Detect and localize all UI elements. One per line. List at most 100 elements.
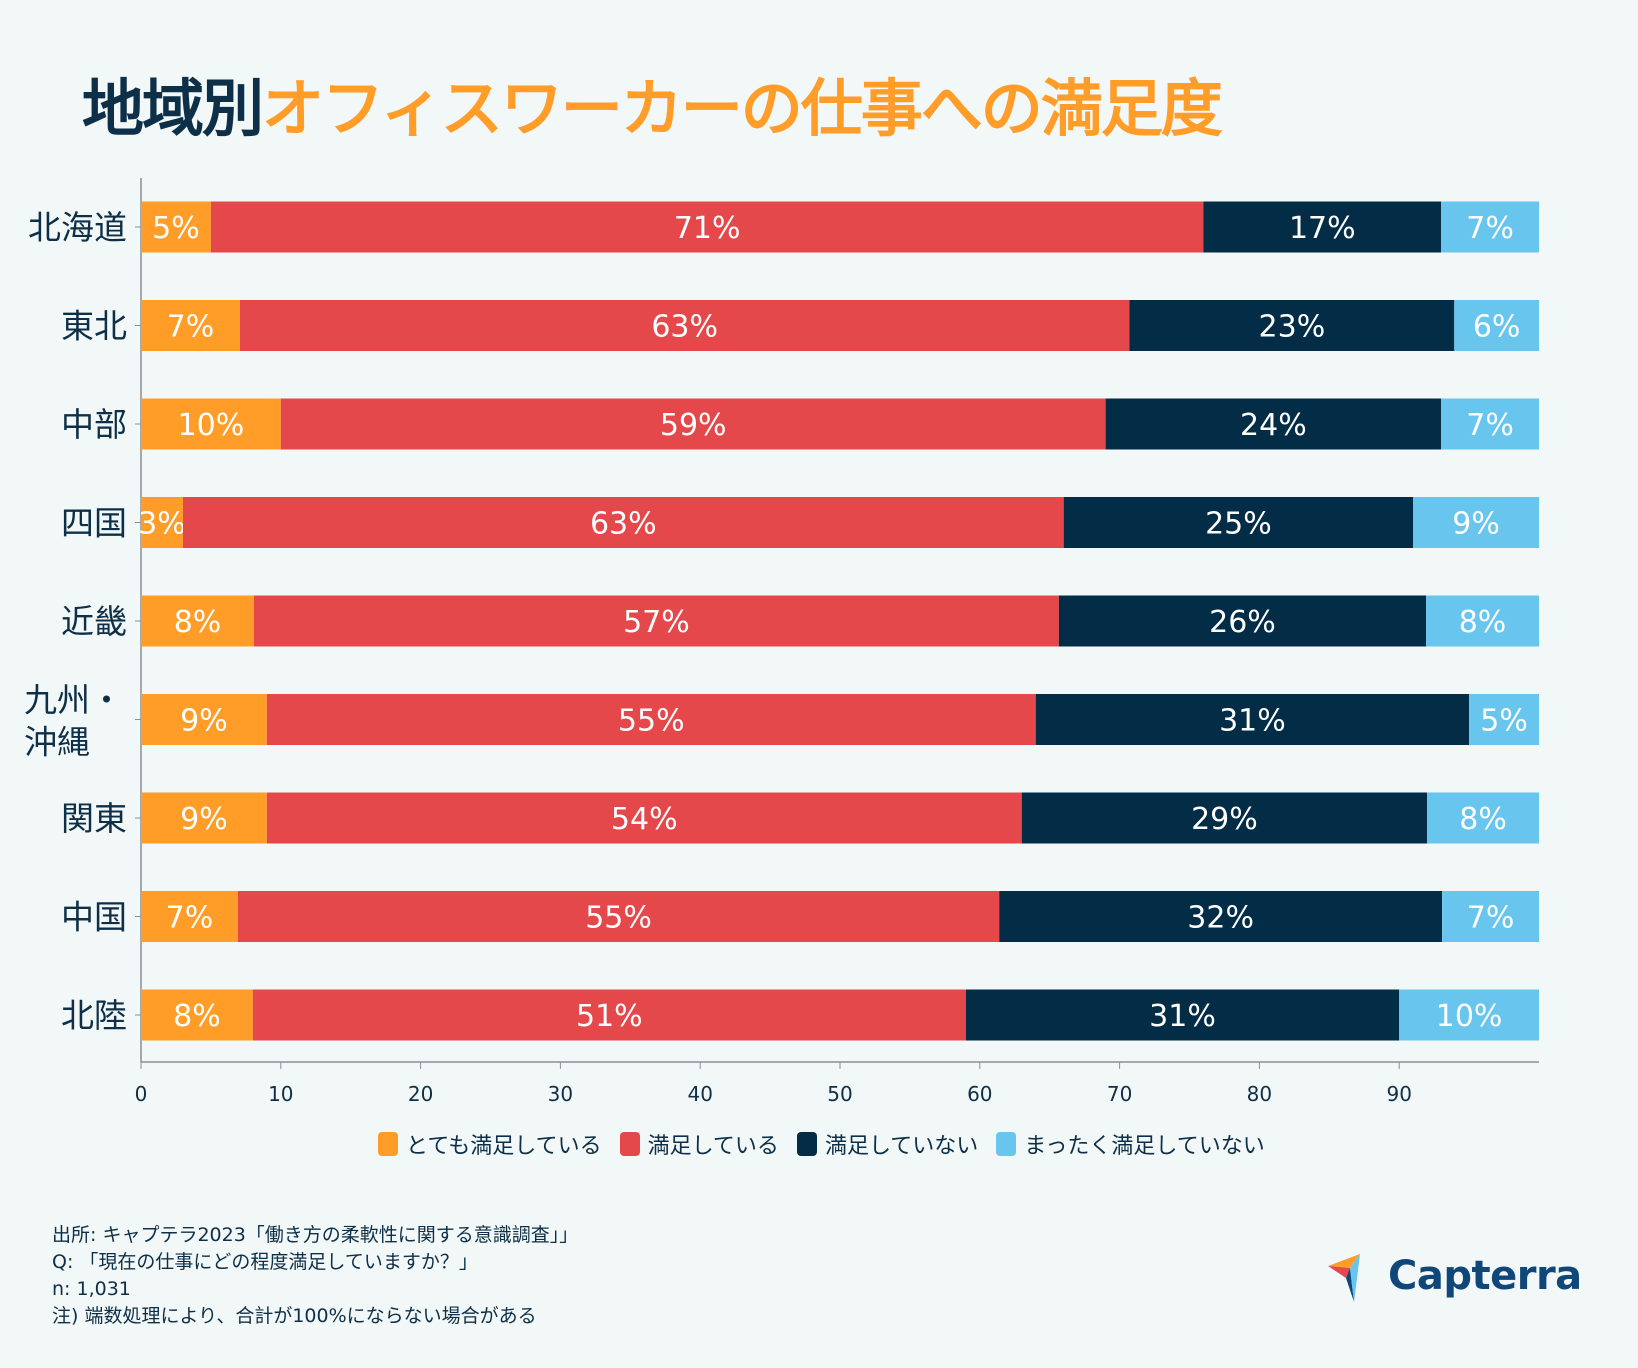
data-label: 7% <box>167 310 215 345</box>
bar-segment <box>1129 300 1455 351</box>
bar-segment <box>1063 497 1414 548</box>
sample-size-note: n: 1,031 <box>52 1278 131 1300</box>
data-label: 32% <box>1187 901 1254 936</box>
data-label: 10% <box>178 408 245 443</box>
bar-segment <box>1442 891 1539 942</box>
legend-label: 満足していない <box>824 1134 979 1159</box>
bar-segment <box>266 792 1022 844</box>
data-label: 9% <box>1452 507 1500 542</box>
data-label: 3% <box>138 507 186 542</box>
data-label: 6% <box>1473 310 1521 345</box>
x-tick-label: 90 <box>1386 1082 1411 1106</box>
data-label: 8% <box>1459 605 1507 640</box>
data-label: 7% <box>1467 901 1515 936</box>
x-tick-label: 70 <box>1107 1082 1132 1106</box>
x-tick-label: 40 <box>687 1082 712 1106</box>
category-label: 九州・ <box>24 681 123 720</box>
data-label: 5% <box>1480 704 1528 739</box>
data-label: 5% <box>152 211 200 246</box>
bar-segment <box>239 300 1130 351</box>
bar-segment <box>182 497 1064 548</box>
data-label: 55% <box>618 704 685 739</box>
legend-item: 満足している <box>619 1128 779 1160</box>
x-tick-label: 10 <box>268 1082 293 1106</box>
bar-segment <box>1058 595 1427 647</box>
legend-swatch <box>996 1132 1017 1156</box>
footnotes: 出所: キャプテラ2023「働き方の柔軟性に関する意識調査」」 Q: 「現在の仕… <box>52 1222 578 1330</box>
bar-segment <box>1203 201 1442 253</box>
legend-swatch <box>619 1132 640 1156</box>
bar-segment <box>141 891 238 942</box>
bar-segment <box>210 201 1204 253</box>
data-label: 26% <box>1209 605 1276 640</box>
bar-segment <box>266 694 1036 745</box>
bar-segment <box>253 595 1059 647</box>
data-label: 71% <box>674 211 741 246</box>
data-label: 57% <box>623 605 690 640</box>
data-label: 29% <box>1191 802 1258 837</box>
bar-segment <box>1035 694 1470 745</box>
capterra-logo-text: Capterra <box>1388 1253 1582 1299</box>
x-tick-label: 60 <box>967 1082 992 1106</box>
data-label: 10% <box>1436 999 1503 1034</box>
bar-segment <box>141 792 267 844</box>
bar-segment <box>1427 792 1539 844</box>
bar-segment <box>280 398 1106 450</box>
bar-segment <box>141 300 240 351</box>
bar-segment <box>252 989 966 1041</box>
legend-item: まったく満足していない <box>996 1128 1265 1160</box>
data-label: 17% <box>1289 211 1356 246</box>
bar-segment <box>1426 595 1539 647</box>
bar-segment <box>1413 497 1539 548</box>
capterra-logo: Capterra <box>1326 1248 1582 1304</box>
legend-label: とても満足している <box>406 1134 602 1159</box>
category-label: 中国 <box>61 898 127 937</box>
data-label: 51% <box>576 999 643 1034</box>
bar-segment <box>1441 398 1539 450</box>
bar-segment <box>1454 300 1539 351</box>
bar-segment <box>141 497 183 548</box>
data-label: 59% <box>660 408 727 443</box>
bar-segment <box>141 398 281 450</box>
bar-segment <box>999 891 1443 942</box>
data-label: 63% <box>651 310 718 345</box>
x-tick-label: 0 <box>135 1082 148 1106</box>
bar-segment <box>141 201 211 253</box>
category-label: 沖縄 <box>24 723 90 762</box>
data-label: 8% <box>173 999 221 1034</box>
title-part-topic: オフィスワーカーの仕事への満足度 <box>262 72 1223 145</box>
data-label: 7% <box>1466 211 1514 246</box>
data-label: 63% <box>590 507 657 542</box>
data-label: 9% <box>180 704 228 739</box>
data-label: 8% <box>174 605 222 640</box>
data-label: 55% <box>585 901 652 936</box>
bar-segment <box>1399 989 1539 1041</box>
category-label: 四国 <box>61 504 127 543</box>
legend-swatch <box>796 1132 817 1156</box>
x-tick-label: 50 <box>827 1082 852 1106</box>
legend-item: とても満足している <box>378 1128 602 1160</box>
title-part-region: 地域別 <box>82 72 264 145</box>
data-label: 7% <box>1466 408 1514 443</box>
bar-segment <box>1105 398 1442 450</box>
rounding-note: 注) 端数処理により、合計が100%にならない場合がある <box>52 1305 537 1327</box>
x-tick-label: 30 <box>548 1082 573 1106</box>
data-label: 31% <box>1149 999 1216 1034</box>
category-label: 北海道 <box>28 208 127 247</box>
data-label: 31% <box>1219 704 1286 739</box>
data-label: 24% <box>1240 408 1307 443</box>
bar-segment <box>965 989 1400 1041</box>
category-label: 近畿 <box>61 602 127 641</box>
chart-title: 地域別オフィスワーカーの仕事への満足度 <box>82 58 1223 148</box>
data-label: 7% <box>166 901 214 936</box>
legend-label: まったく満足していない <box>1024 1134 1265 1159</box>
source-note: 出所: キャプテラ2023「働き方の柔軟性に関する意識調査」」 <box>52 1224 579 1246</box>
category-label: 関東 <box>61 799 127 838</box>
data-label: 9% <box>180 802 228 837</box>
bar-segment <box>141 694 267 745</box>
data-label: 25% <box>1205 507 1272 542</box>
x-tick-label: 20 <box>408 1082 433 1106</box>
bar-segment <box>1021 792 1428 844</box>
legend-item: 満足していない <box>796 1128 979 1160</box>
data-label: 23% <box>1259 310 1326 345</box>
